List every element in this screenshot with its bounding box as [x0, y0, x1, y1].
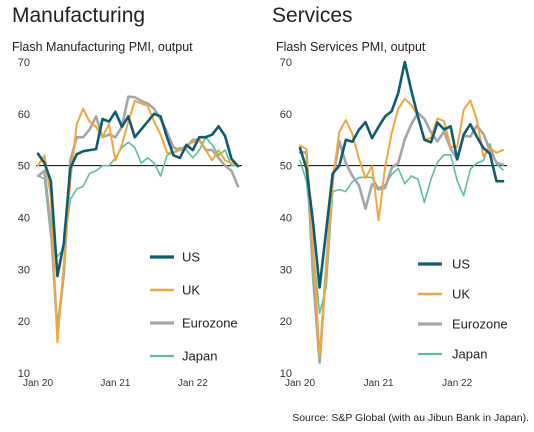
services-series-japan	[299, 143, 504, 315]
manufacturing-xtick-label: Jan 22	[178, 378, 208, 389]
manufacturing-series-us	[36, 110, 240, 278]
services-ytick-label: 30	[280, 264, 292, 276]
manufacturing-subtitle: Flash Manufacturing PMI, output	[12, 40, 193, 54]
manufacturing-ytick-label: 20	[18, 316, 30, 328]
services-ytick-label: 50	[280, 161, 292, 173]
manufacturing-legend-label-us: US	[182, 250, 200, 265]
manufacturing-xtick-label: Jan 21	[100, 378, 130, 389]
manufacturing-series-uk	[37, 99, 239, 344]
manufacturing-plot: 10 20 30 40 50 60 70 Jan 20 Jan 21 Jan 22 US UK Euro…	[18, 57, 242, 389]
manufacturing-title: Manufacturing	[12, 4, 145, 27]
services-xtick-label: Jan 22	[442, 378, 472, 389]
services-ytick-label: 10	[280, 368, 292, 380]
services-xtick-label: Jan 21	[364, 378, 394, 389]
services-legend-label-uk: UK	[452, 287, 470, 302]
services-xtick-label: Jan 20	[285, 378, 315, 389]
source-note: Source: S&P Global (with au Jibun Bank i…	[292, 412, 529, 424]
services-legend-label-japan: Japan	[452, 347, 487, 362]
manufacturing-legend-label-japan: Japan	[182, 349, 217, 364]
services-title: Services	[272, 4, 353, 27]
services-ytick-label: 40	[280, 213, 292, 225]
manufacturing-ytick-label: 60	[18, 109, 30, 121]
services-ytick-label: 60	[280, 109, 292, 121]
services-ytick-label: 20	[280, 316, 292, 328]
manufacturing-series-japan	[37, 136, 239, 258]
manufacturing-ytick-label: 30	[18, 264, 30, 276]
manufacturing-xtick-label: Jan 20	[23, 378, 53, 389]
manufacturing-ytick-label: 70	[18, 57, 30, 69]
services-legend-label-eurozone: Eurozone	[452, 317, 508, 332]
services-series-us	[298, 60, 505, 289]
services-subtitle: Flash Services PMI, output	[276, 40, 426, 54]
services-ytick-label: 70	[280, 57, 292, 69]
manufacturing-legend-label-eurozone: Eurozone	[182, 316, 238, 331]
manufacturing-ytick-label: 50	[18, 161, 30, 173]
services-legend-label-us: US	[452, 257, 470, 272]
panel-services: Services Flash Services PMI, output 10 20…	[272, 4, 508, 389]
services-plot: 10 20 30 40 50 60 70 Jan 20 Jan 21 Jan 22 US UK Euro…	[280, 57, 508, 389]
manufacturing-legend-label-uk: UK	[182, 283, 200, 298]
manufacturing-ytick-label: 10	[18, 368, 30, 380]
panel-manufacturing: Manufacturing Flash Manufacturing PMI, o…	[12, 4, 242, 389]
manufacturing-ytick-label: 40	[18, 213, 30, 225]
